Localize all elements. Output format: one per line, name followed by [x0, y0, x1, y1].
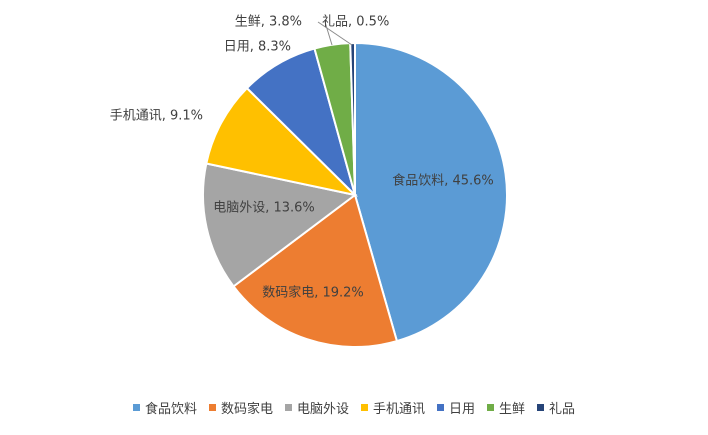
- legend-swatch: [437, 404, 444, 411]
- data-label: 生鲜, 3.8%: [235, 15, 302, 30]
- legend-item: 礼品: [537, 398, 575, 417]
- pie-slice: [202, 162, 358, 288]
- pie-slice: [205, 86, 359, 197]
- pie-slice: [354, 41, 508, 343]
- data-label: 手机通讯, 9.1%: [110, 109, 203, 124]
- legend-label: 生鲜: [499, 402, 526, 417]
- legend-label: 电脑外设: [296, 402, 349, 417]
- legend-swatch: [208, 404, 216, 411]
- legend-item: 日用: [437, 398, 475, 417]
- legend-item: 生鲜: [487, 398, 525, 417]
- data-label: 日用, 8.3%: [224, 40, 291, 55]
- legend-swatch: [132, 404, 140, 411]
- data-label: 电脑外设, 13.6%: [213, 201, 315, 216]
- legend-label: 日用: [449, 402, 476, 417]
- legend-item: 数码家电: [208, 398, 273, 417]
- legend-label: 食品饮料: [144, 402, 197, 417]
- legend-swatch: [360, 404, 368, 411]
- legend-label: 手机通讯: [372, 402, 425, 417]
- legend-swatch: [284, 404, 292, 411]
- legend-label: 礼品: [549, 402, 576, 417]
- legend-swatch: [537, 404, 545, 411]
- leader-line: [317, 21, 353, 46]
- leader-lines: [317, 21, 353, 46]
- pie-slice: [232, 193, 399, 348]
- pie-slice: [349, 41, 356, 196]
- legend-label: 数码家电: [220, 402, 273, 417]
- chart-legend: 食品饮料 数码家电 电脑外设 手机通讯 日用 生鲜 礼品: [0, 398, 708, 417]
- data-label: 数码家电, 19.2%: [262, 285, 364, 301]
- legend-swatch: [487, 404, 495, 411]
- legend-item: 食品饮料: [132, 398, 197, 417]
- data-label: 礼品, 0.5%: [322, 14, 389, 30]
- leader-line: [324, 21, 333, 46]
- legend-item: 电脑外设: [284, 398, 349, 417]
- legend-item: 手机通讯: [360, 398, 425, 417]
- pie-slices: [202, 41, 508, 348]
- data-labels: 食品饮料, 45.6% 数码家电, 19.2% 电脑外设, 13.6% 手机通讯, 9…: [110, 14, 494, 301]
- data-label: 食品饮料, 45.6%: [392, 173, 494, 189]
